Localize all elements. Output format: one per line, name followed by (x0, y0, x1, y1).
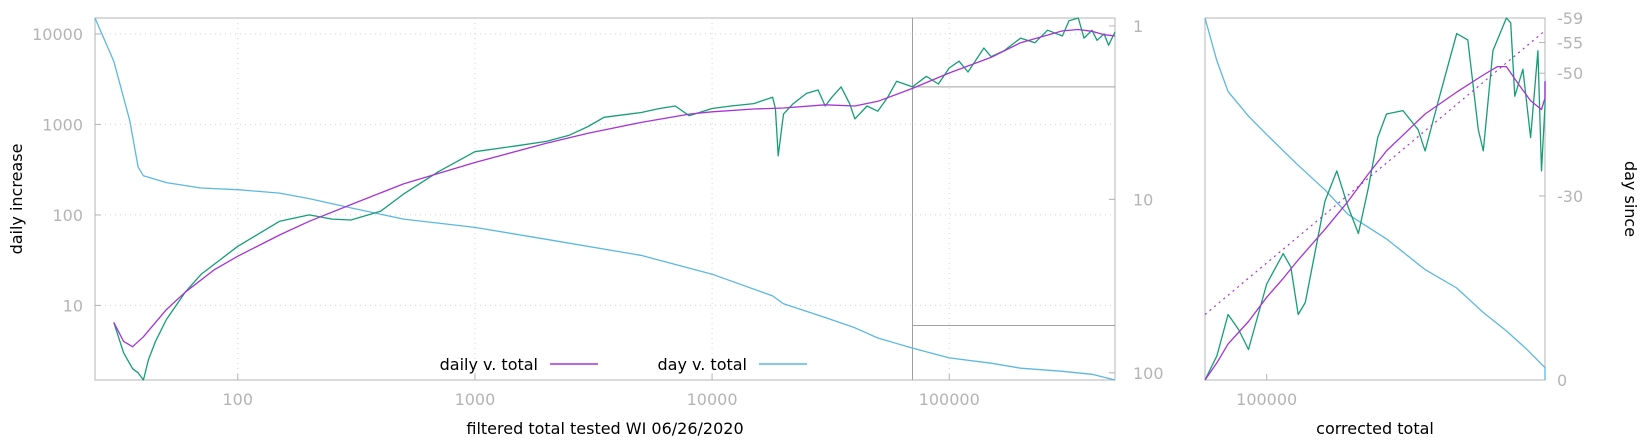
main-y-tick-label: 1000 (42, 115, 83, 134)
legend-label-day: day v. total (658, 355, 748, 374)
main-x-tick-label: 100000 (919, 390, 980, 409)
side-series-line-0 (1204, 65, 1546, 381)
main-y-axis-label: daily increase (7, 144, 26, 255)
main-x-tick-label: 10000 (687, 390, 738, 409)
side-y2-tick-label: -30 (1557, 187, 1583, 206)
main-grid (95, 18, 1115, 380)
side-series-line-3 (1204, 17, 1546, 381)
main-x-axis-label: filtered total tested WI 06/26/2020 (466, 419, 743, 438)
side-series-line-1 (1204, 30, 1546, 315)
side-series-line-2 (1204, 17, 1546, 380)
side-plot-frame (1204, 17, 1546, 381)
main-y2-tick-label: 100 (1133, 364, 1164, 383)
side-y2-tick-label: -55 (1557, 34, 1583, 53)
main-x-tick-label: 100 (223, 390, 254, 409)
main-y-tick-label: 10000 (32, 25, 83, 44)
main-y2-tick-label: 10 (1133, 190, 1153, 209)
main-y2-tick-label: 1 (1133, 17, 1143, 36)
main-series-line-0 (113, 28, 1116, 348)
main-ticks: 100 1000 10000 100000 10 100 1000 10000 1 10 100 (32, 17, 1163, 409)
side-chart: 100000 0 -30 -50 -55 -59 corrected total day … (1204, 9, 1640, 438)
side-y2-tick-label: 0 (1557, 371, 1567, 390)
inset-box (912, 18, 1115, 380)
side-x-axis-label: corrected total (1316, 419, 1434, 438)
main-series-line-1 (94, 17, 1116, 381)
side-y2-axis-label: day since (1621, 161, 1640, 237)
main-y-tick-label: 10 (63, 296, 83, 315)
side-x-tick-label: 100000 (1236, 390, 1297, 409)
legend: daily v. total day v. total (440, 355, 807, 374)
side-y2-tick-label: -59 (1557, 9, 1583, 28)
main-chart: 100 1000 10000 100000 10 100 1000 10000 1 10 100 f… (7, 17, 1164, 438)
side-series (1204, 17, 1546, 381)
main-y-tick-label: 100 (52, 206, 83, 225)
legend-label-daily: daily v. total (440, 355, 538, 374)
side-ticks: 100000 0 -30 -50 -55 -59 (1236, 9, 1583, 409)
main-series (94, 17, 1116, 381)
main-series-line-2 (113, 17, 1116, 381)
side-y2-tick-label: -50 (1557, 64, 1583, 83)
main-x-tick-label: 1000 (455, 390, 496, 409)
